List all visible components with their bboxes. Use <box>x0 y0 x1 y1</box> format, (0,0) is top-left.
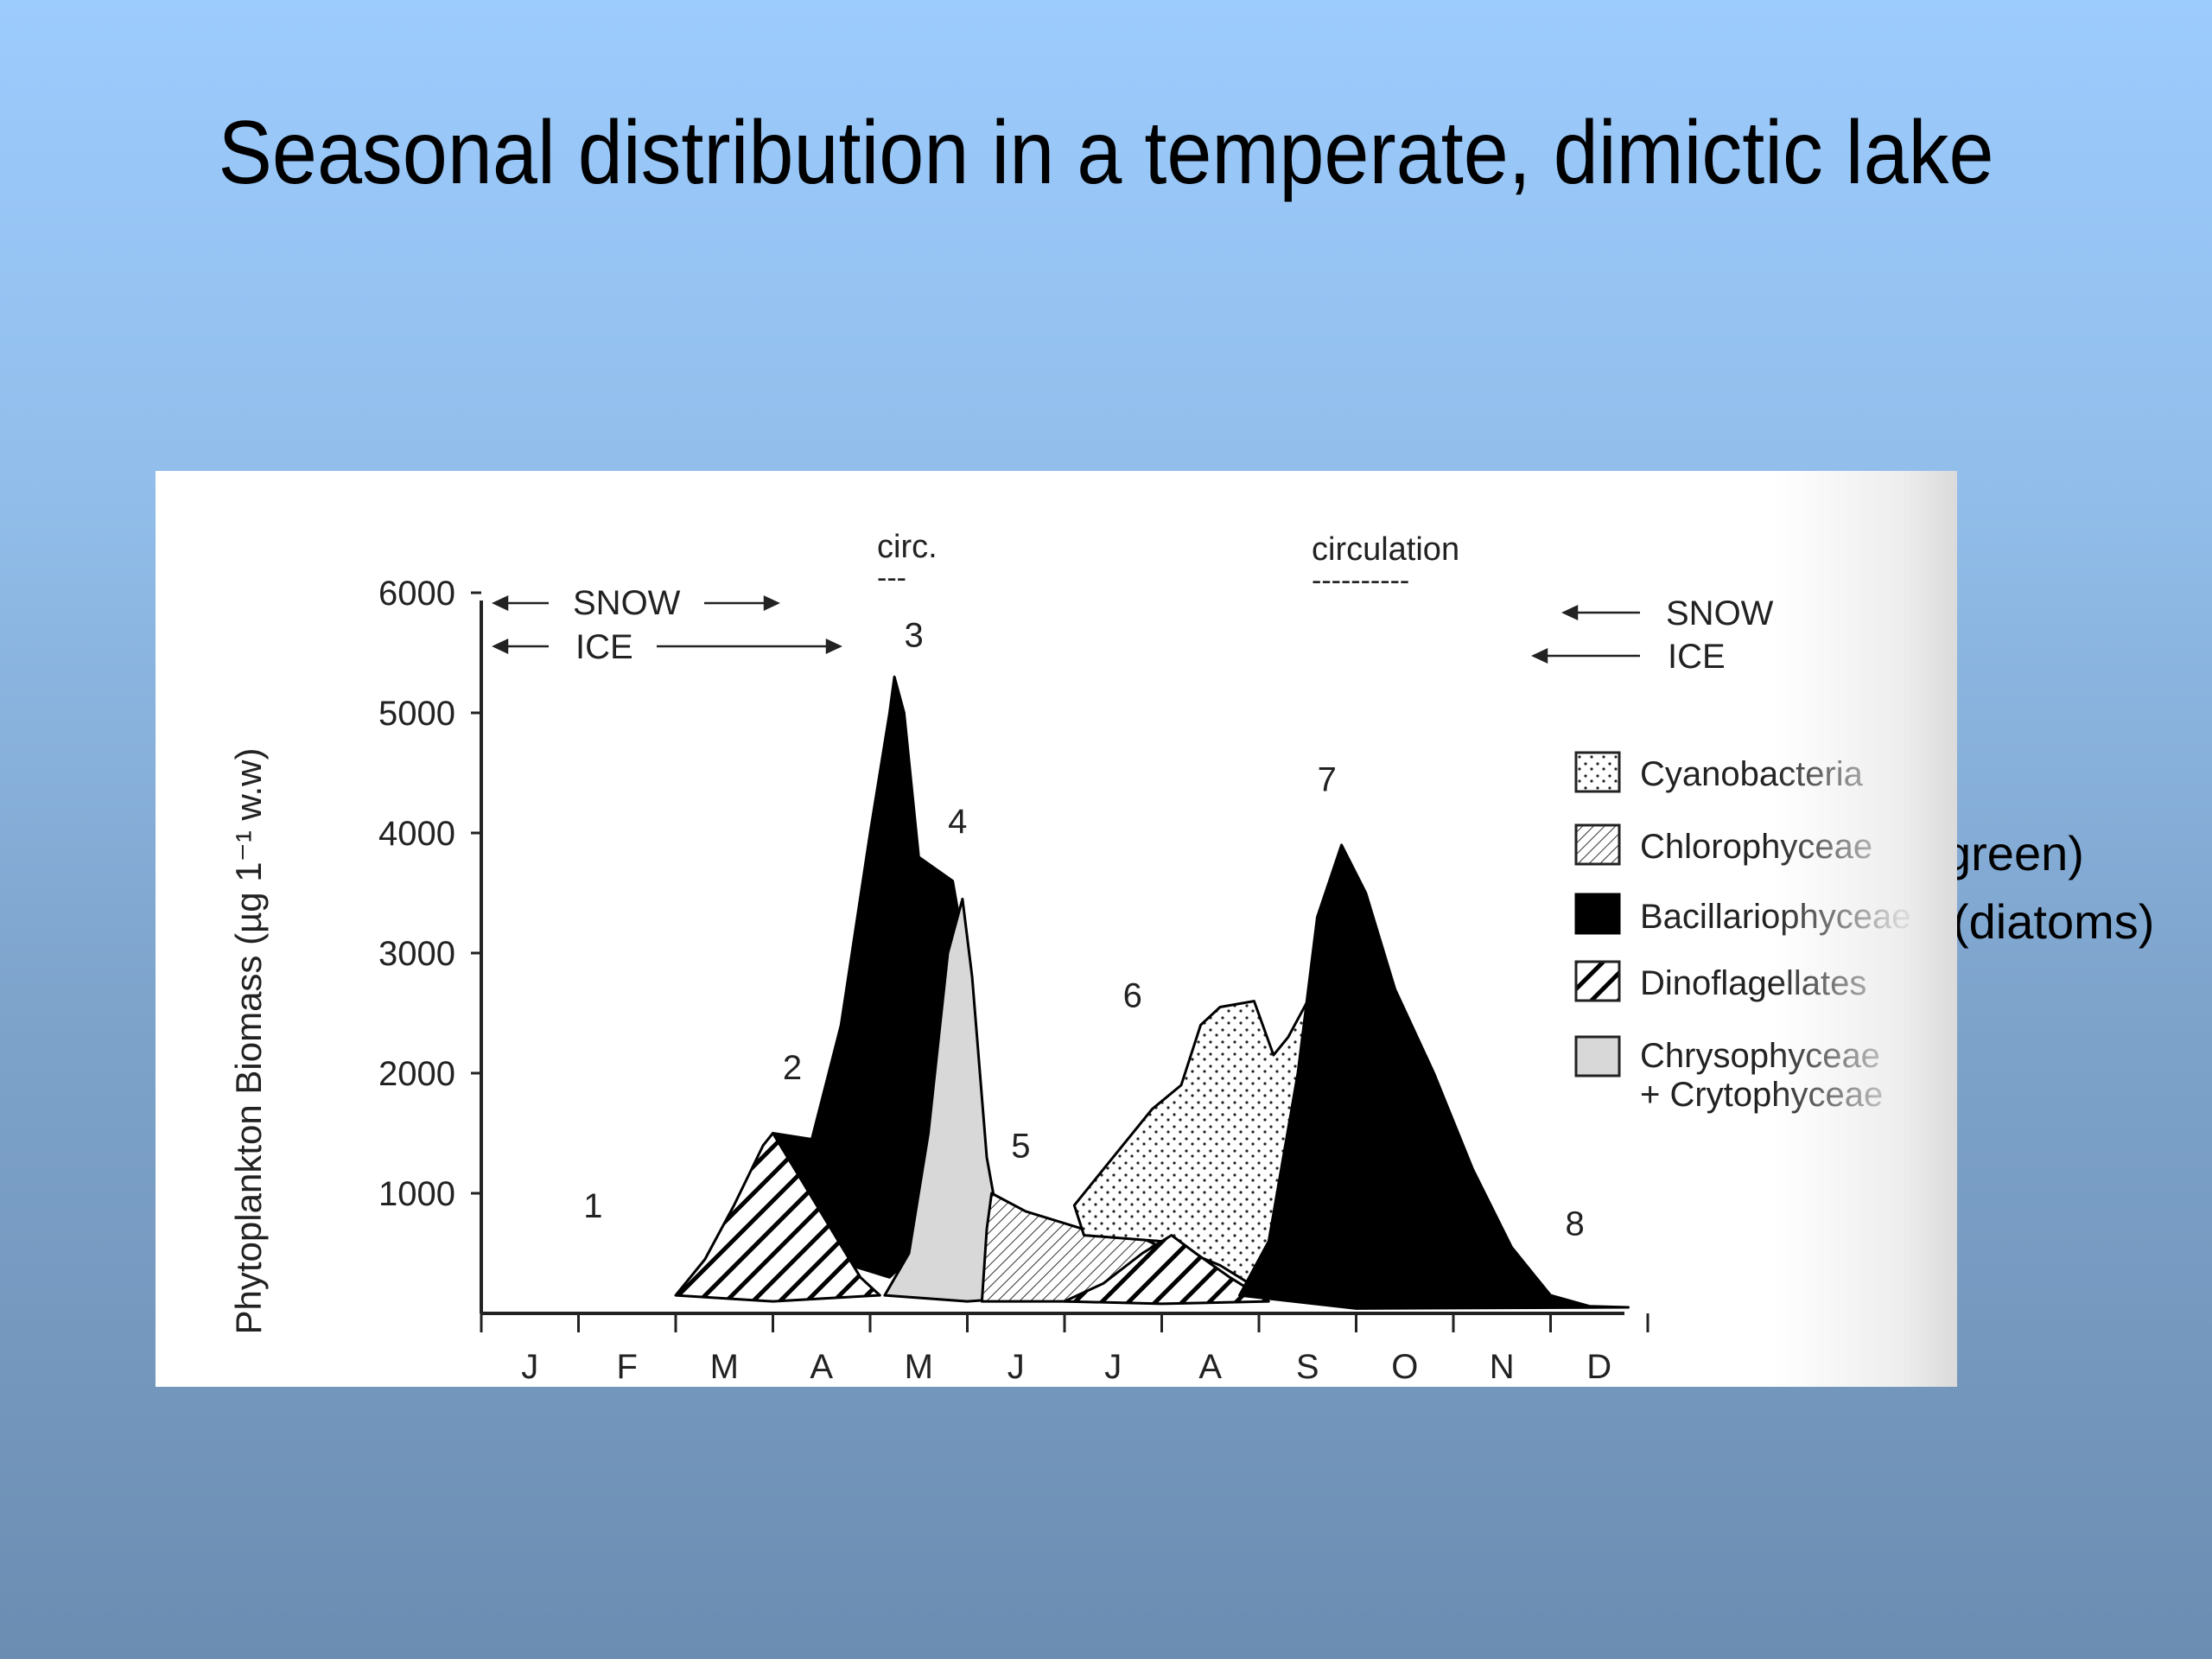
legend-swatch-chlorophyceae <box>1574 823 1621 866</box>
ice-label-right: ICE <box>1668 638 1726 676</box>
side-note-diatoms: (diatoms) <box>1953 894 2155 949</box>
snow-ice-right <box>1531 605 1640 664</box>
stage-label: 6 <box>1123 977 1142 1015</box>
figure-page-fade <box>1771 471 1957 1387</box>
y-ticks: 1000 2000 3000 4000 5000 6000 <box>378 575 481 1213</box>
stage-label: 7 <box>1318 760 1337 798</box>
y-tick-label: 5000 <box>378 695 455 733</box>
legend-swatch-bacillariophyceae <box>1574 893 1621 935</box>
y-tick-label: 6000 <box>378 575 455 613</box>
circ-dash-early: --- <box>877 562 906 594</box>
x-tick-label: D <box>1586 1348 1611 1386</box>
side-note-green: green) <box>1944 826 2084 880</box>
circ-label-late: circulation <box>1312 531 1459 568</box>
stage-label: 8 <box>1566 1205 1585 1243</box>
ice-label-left: ICE <box>575 628 633 666</box>
stage-label: 5 <box>1011 1127 1030 1165</box>
phytoplankton-chart: Phytoplankton Biomass (µg 1⁻¹ w.w) 1000 2… <box>228 529 1911 1386</box>
y-tick-label: 2000 <box>378 1055 455 1093</box>
x-tick-label: J <box>1104 1348 1122 1386</box>
stage-label: 4 <box>948 803 967 841</box>
stage-label: 1 <box>583 1187 602 1225</box>
series-bacillariophyceae-area <box>772 675 969 1279</box>
x-tick-label: F <box>617 1348 638 1386</box>
series-bacillariophyceae-area <box>1238 843 1630 1310</box>
x-tick-label: A <box>810 1348 833 1386</box>
x-tick-label: M <box>710 1348 739 1386</box>
snow-ice-left <box>492 595 842 654</box>
circ-dash-late: ---------- <box>1312 564 1409 597</box>
y-tick-label: 3000 <box>378 935 455 973</box>
legend-swatch-chrysophyceae <box>1574 1035 1621 1077</box>
figure-panel: Phytoplankton Biomass (µg 1⁻¹ w.w) 1000 2… <box>156 471 1957 1387</box>
legend-swatch-cyanobacteria <box>1574 751 1621 793</box>
series-dinoflagellates-area <box>674 1132 881 1303</box>
stage-label: 3 <box>905 617 924 655</box>
x-tick-label: O <box>1391 1348 1418 1386</box>
x-tick-label: N <box>1490 1348 1515 1386</box>
stage-label: 2 <box>783 1049 802 1087</box>
x-tick-label: J <box>521 1348 538 1386</box>
y-tick-label: 1000 <box>378 1175 455 1213</box>
y-tick-label: 4000 <box>378 815 455 853</box>
series-dinoflagellates-area <box>1063 1234 1270 1306</box>
series-layer <box>674 675 1630 1310</box>
y-axis-label: Phytoplankton Biomass (µg 1⁻¹ w.w) <box>228 748 269 1335</box>
x-tick-label: M <box>905 1348 933 1386</box>
snow-label-right: SNOW <box>1666 594 1774 632</box>
snow-label-left: SNOW <box>573 584 681 622</box>
x-tick-label: J <box>1007 1348 1025 1386</box>
legend-swatch-dinoflagellates <box>1574 960 1621 1002</box>
x-tick-label: A <box>1198 1348 1222 1386</box>
circ-label-early: circ. <box>877 529 938 565</box>
stage-labels: 1 2 3 4 5 6 7 8 <box>583 617 1585 1243</box>
slide-title: Seasonal distribution in a temperate, di… <box>218 103 1994 203</box>
x-tick-label: S <box>1296 1348 1319 1386</box>
